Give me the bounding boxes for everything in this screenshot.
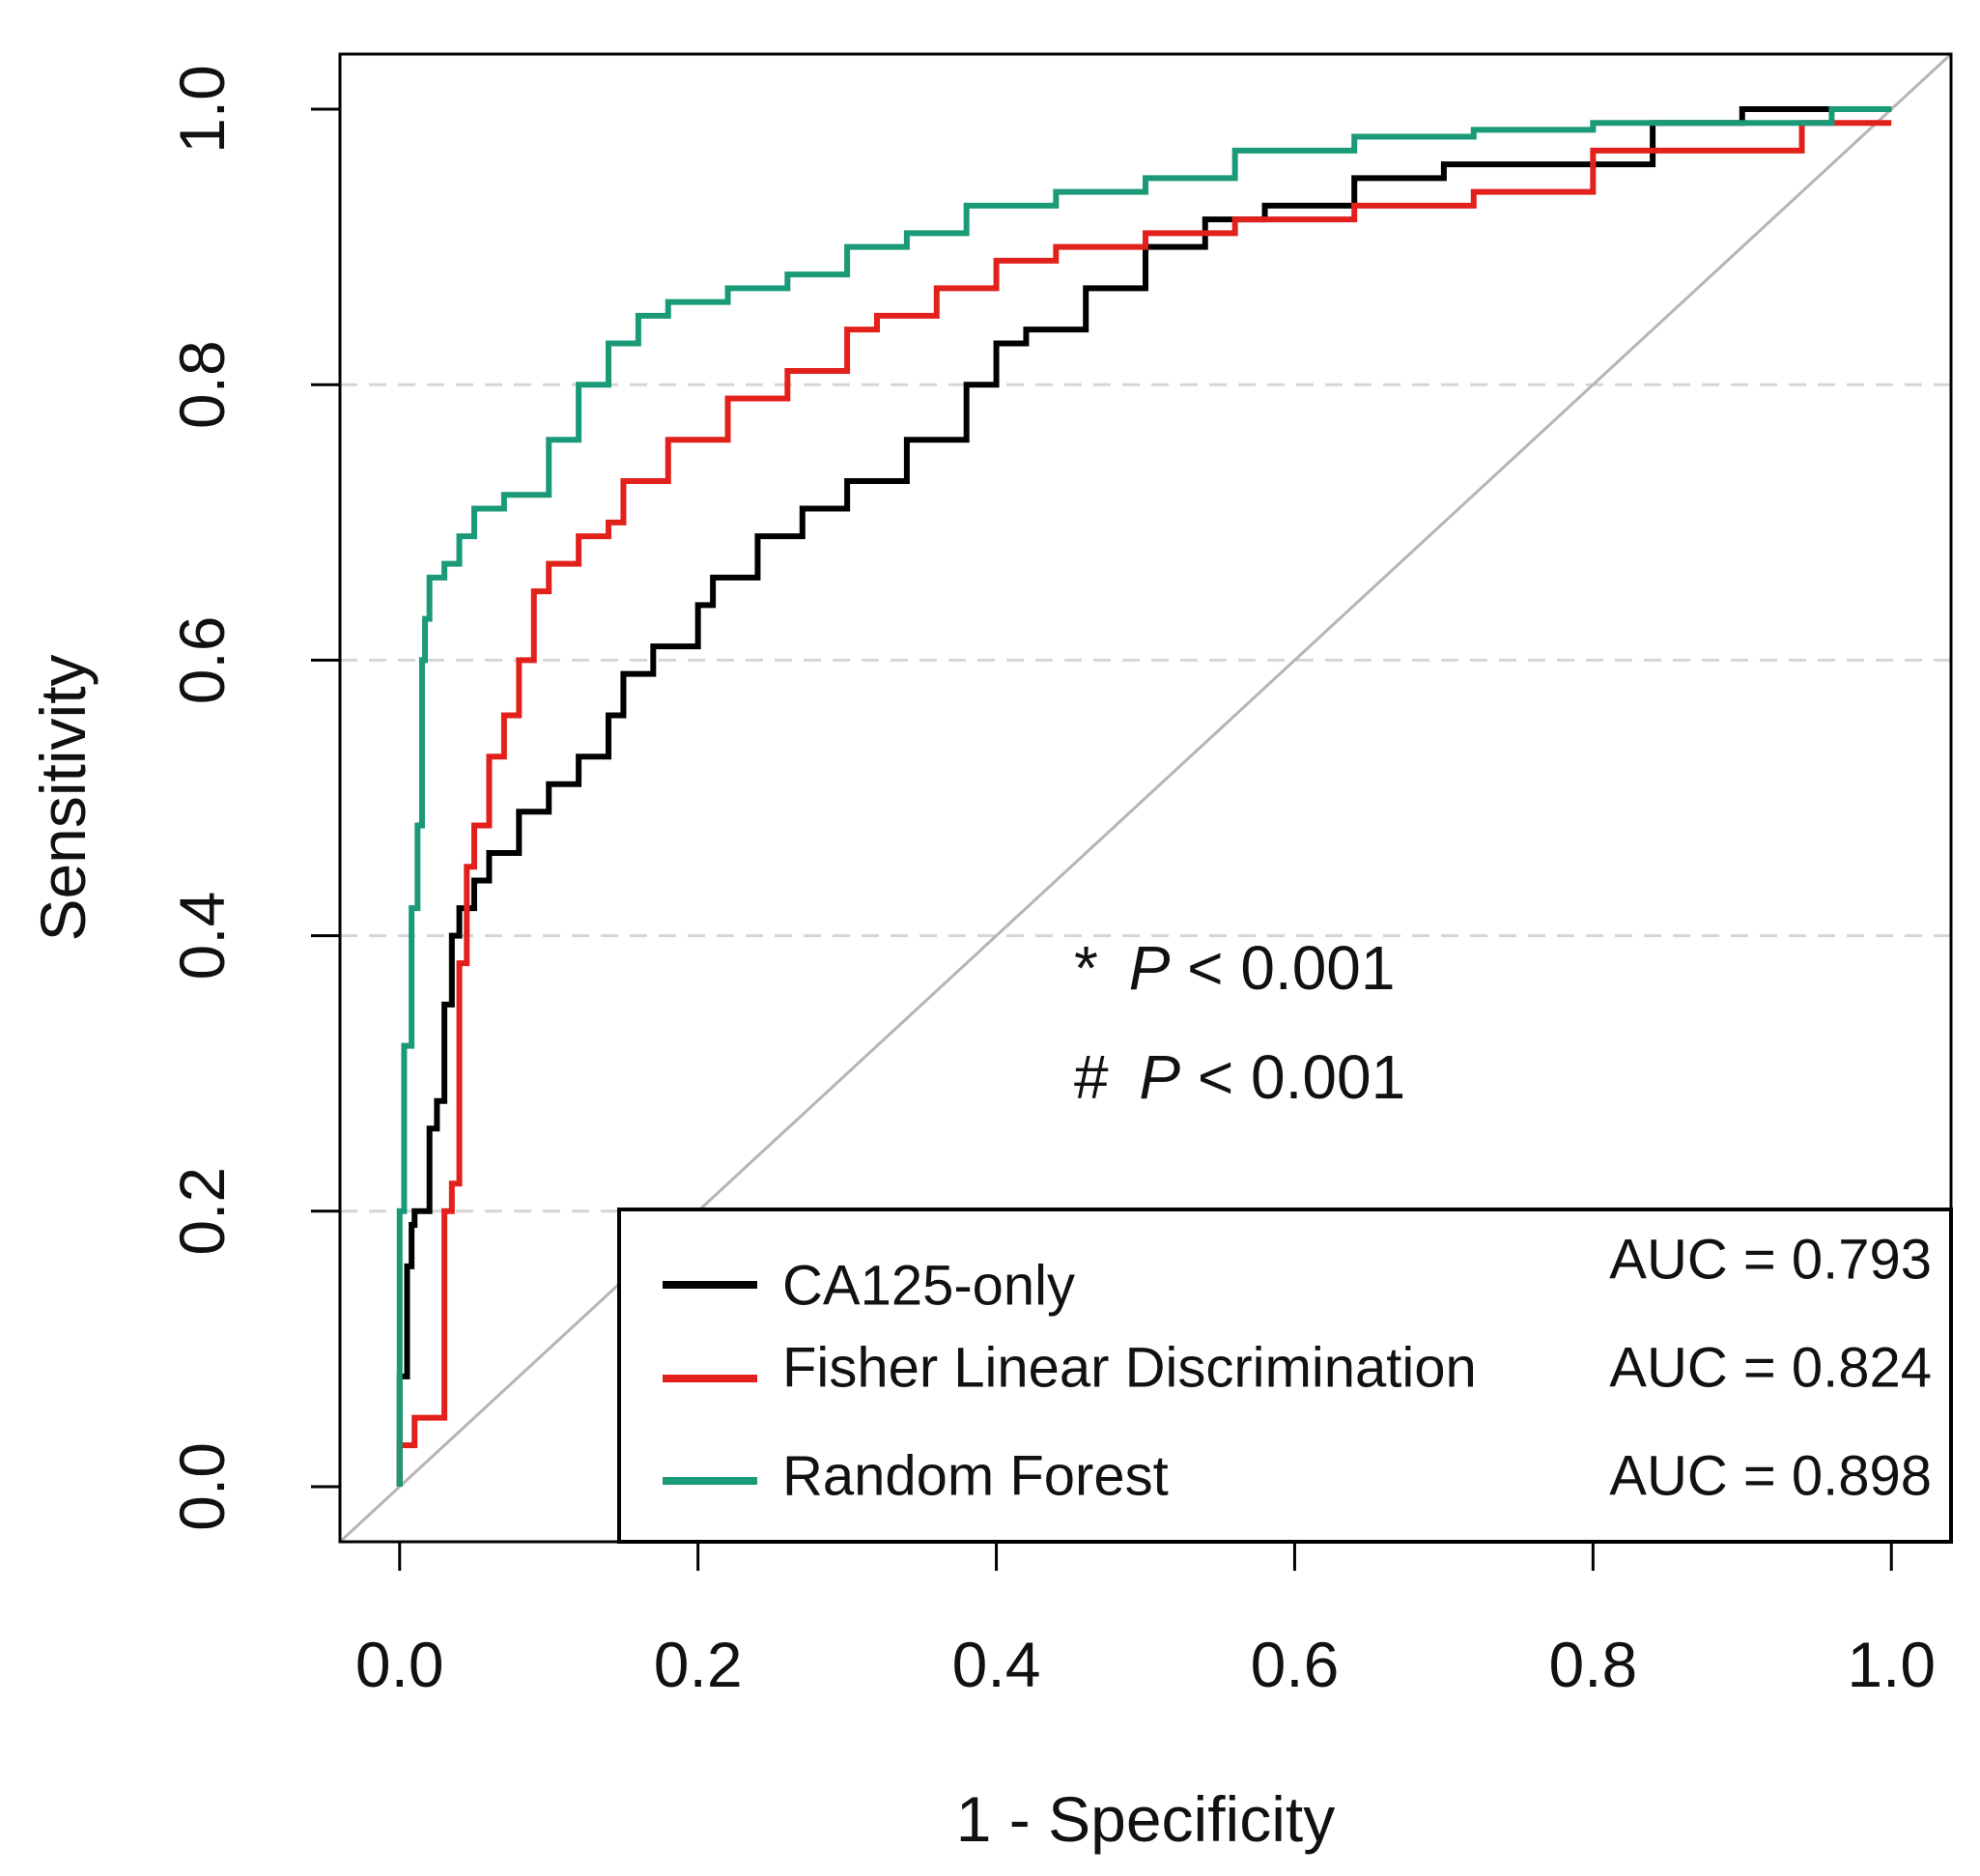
legend-label-rf: Random Forest [782,1444,1169,1507]
x-tick-label: 0.0 [355,1629,444,1700]
y-tick-label: 0.8 [166,340,238,429]
reference-diagonal-line [340,54,1951,1542]
legend-auc-rf: AUC = 0.898 [1609,1444,1932,1507]
roc-curve-rf [396,106,1892,1487]
x-axis-title: 1 - Specificity [956,1783,1335,1855]
annotation-hash-text: < 0.001 [1198,1042,1405,1112]
x-tick-label: 0.2 [654,1629,743,1700]
legend-auc-ca125: AUC = 0.793 [1609,1228,1932,1291]
x-axis: 0.0 0.2 0.4 0.6 0.8 1.0 [355,1542,1936,1700]
y-tick-label: 0.0 [166,1442,238,1531]
y-tick-label: 0.2 [166,1167,238,1256]
legend-box [617,1208,1953,1544]
x-tick-label: 0.6 [1251,1629,1340,1700]
y-axis: 0.0 0.2 0.4 0.6 0.8 1.0 [166,65,340,1531]
x-tick-label: 0.4 [952,1629,1041,1700]
roc-curve-fisher [396,120,1892,1487]
legend-label-fisher: Fisher Linear Discrimination [782,1336,1477,1399]
annotation-star: * P < 0.001 [1074,933,1395,1003]
roc-curves [396,106,1892,1487]
legend-label-ca125: CA125-only [782,1254,1075,1317]
annotation-hash-symbol: # [1074,1042,1109,1112]
annotation-hash: # P < 0.001 [1074,1042,1405,1112]
x-tick-label: 0.8 [1548,1629,1637,1700]
annotation-star-text: < 0.001 [1187,933,1395,1003]
y-tick-label: 0.4 [166,892,238,981]
annotation-hash-p: P [1139,1042,1180,1112]
y-tick-label: 0.6 [166,616,238,705]
legend-auc-fisher: AUC = 0.824 [1609,1336,1932,1399]
y-tick-label: 1.0 [166,65,238,154]
roc-curve-ca125 [396,106,1892,1487]
annotation-star-symbol: * [1074,933,1098,1003]
x-tick-label: 1.0 [1847,1629,1936,1700]
annotation-star-p: P [1129,933,1171,1003]
legend: CA125-only AUC = 0.793 Fisher Linear Dis… [617,1208,1953,1544]
y-axis-title: Sensitivity [27,654,99,941]
